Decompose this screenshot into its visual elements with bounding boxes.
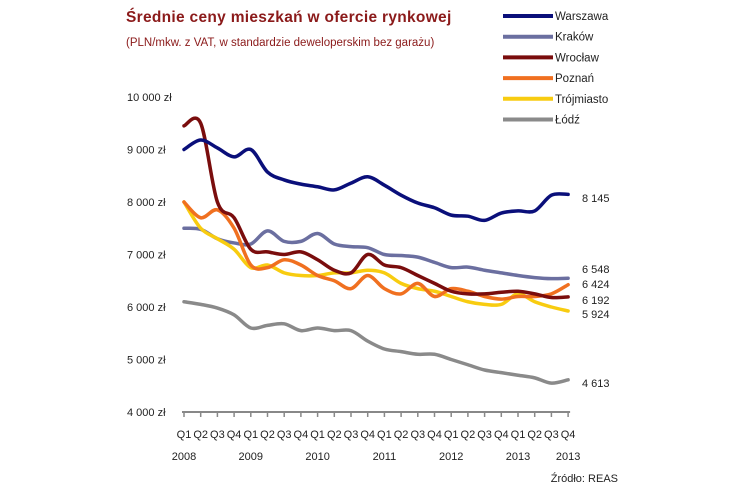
- legend-label: Trójmiasto: [555, 94, 608, 106]
- x-quarter-label: Q4: [360, 429, 375, 441]
- x-year-label: 2013: [506, 451, 530, 463]
- x-year-label: 2011: [373, 451, 397, 463]
- x-quarter-label: Q3: [344, 429, 359, 441]
- x-quarter-label: Q1: [444, 429, 459, 441]
- x-quarter-label: Q3: [544, 429, 559, 441]
- legend-item: Łódź: [503, 115, 580, 127]
- x-quarter-label: Q3: [477, 429, 492, 441]
- x-quarter-label: Q1: [310, 429, 325, 441]
- x-quarter-label: Q2: [193, 429, 208, 441]
- series-line-poznań: [182, 200, 570, 301]
- legend-item: Wrocław: [503, 52, 600, 64]
- x-quarter-label: Q1: [177, 429, 192, 441]
- x-quarter-label: Q1: [243, 429, 258, 441]
- end-value-label: 8 145: [582, 193, 610, 205]
- y-tick-label: 7 000 zł: [127, 250, 166, 262]
- legend-item: Poznań: [503, 73, 594, 85]
- source-note: Źródło: REAS: [551, 472, 618, 485]
- x-quarter-label: Q4: [294, 429, 309, 441]
- x-quarter-label: Q1: [511, 429, 526, 441]
- end-value-label: 4 613: [582, 378, 610, 390]
- x-year-label: 2010: [305, 451, 329, 463]
- legend-item: Trójmiasto: [503, 94, 608, 106]
- end-value-label: 5 924: [582, 309, 610, 321]
- legend-item: Warszawa: [503, 11, 609, 23]
- y-tick-label: 8 000 zł: [127, 197, 166, 209]
- series-line-łódź: [182, 300, 570, 385]
- x-quarter-label: Q2: [394, 429, 409, 441]
- x-quarter-label: Q3: [410, 429, 425, 441]
- x-quarter-label: Q4: [427, 429, 442, 441]
- x-year-label: 2009: [239, 451, 263, 463]
- y-tick-label: 10 000 zł: [127, 92, 172, 104]
- x-quarter-label: Q1: [377, 429, 392, 441]
- series-line-trójmiasto: [182, 200, 570, 313]
- x-quarter-label: Q2: [527, 429, 542, 441]
- legend-label: Warszawa: [555, 11, 609, 23]
- x-quarter-label: Q3: [210, 429, 225, 441]
- chart-title: Średnie ceny mieszkań w ofercie rynkowej: [126, 8, 452, 26]
- y-tick-label: 5 000 zł: [127, 355, 166, 367]
- legend-item: Kraków: [503, 32, 594, 44]
- chart-subtitle: (PLN/mkw. z VAT, w standardzie deweloper…: [126, 37, 434, 49]
- series-line-wrocław: [182, 116, 570, 300]
- x-year-label: 2013: [556, 451, 580, 463]
- end-value-label: 6 424: [582, 279, 610, 291]
- y-tick-label: 6 000 zł: [127, 302, 166, 314]
- x-year-label: 2008: [172, 451, 196, 463]
- x-quarter-label: Q2: [461, 429, 476, 441]
- x-quarter-label: Q2: [260, 429, 275, 441]
- x-quarter-label: Q3: [277, 429, 292, 441]
- x-quarter-label: Q4: [494, 429, 509, 441]
- legend-label: Wrocław: [555, 52, 600, 64]
- x-quarter-label: Q4: [561, 429, 576, 441]
- end-value-label: 6 548: [582, 264, 610, 276]
- x-year-label: 2012: [439, 451, 463, 463]
- y-tick-label: 9 000 zł: [127, 145, 166, 157]
- x-quarter-label: Q2: [327, 429, 342, 441]
- series-line-warszawa: [182, 138, 570, 223]
- legend-label: Łódź: [555, 115, 580, 127]
- y-tick-label: 4 000 zł: [127, 407, 166, 419]
- legend-label: Poznań: [555, 73, 594, 85]
- end-value-label: 6 192: [582, 295, 610, 307]
- x-quarter-label: Q4: [227, 429, 242, 441]
- legend-label: Kraków: [555, 32, 594, 44]
